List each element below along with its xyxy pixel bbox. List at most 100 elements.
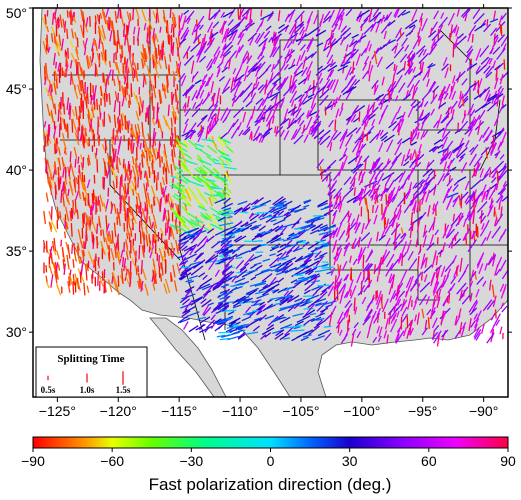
splitting-bar bbox=[208, 37, 215, 48]
splitting-bar bbox=[241, 8, 252, 18]
splitting-bar bbox=[442, 169, 450, 182]
splitting-bar bbox=[272, 204, 288, 211]
splitting-bar bbox=[486, 19, 489, 27]
splitting-bar bbox=[343, 303, 353, 316]
splitting-bar bbox=[225, 235, 236, 241]
splitting-bar bbox=[369, 180, 372, 189]
splitting-bar bbox=[68, 164, 72, 177]
splitting-bar bbox=[490, 27, 498, 37]
splitting-bar bbox=[421, 253, 426, 266]
splitting-bar bbox=[141, 122, 144, 138]
splitting-bar bbox=[57, 62, 61, 72]
splitting-bar bbox=[264, 332, 272, 338]
splitting-bar bbox=[252, 299, 260, 307]
splitting-bar bbox=[102, 229, 106, 243]
splitting-bar bbox=[397, 253, 404, 264]
splitting-bar bbox=[469, 146, 475, 153]
splitting-bar bbox=[398, 118, 405, 133]
splitting-bar bbox=[466, 209, 471, 217]
splitting-bar bbox=[163, 250, 166, 258]
splitting-bar bbox=[84, 127, 88, 137]
splitting-bar bbox=[68, 181, 74, 196]
splitting-bar bbox=[433, 324, 440, 332]
splitting-bar bbox=[285, 249, 293, 256]
splitting-bar bbox=[296, 331, 308, 339]
splitting-bar bbox=[277, 287, 288, 294]
splitting-bar bbox=[279, 118, 287, 127]
splitting-bar bbox=[396, 114, 405, 120]
splitting-bar bbox=[446, 192, 459, 199]
splitting-bar bbox=[60, 38, 64, 51]
splitting-bar bbox=[352, 191, 362, 203]
splitting-bar bbox=[408, 258, 418, 271]
splitting-bar bbox=[283, 84, 294, 97]
splitting-bar bbox=[412, 300, 418, 311]
splitting-bar bbox=[172, 111, 176, 123]
splitting-bar bbox=[449, 166, 457, 172]
splitting-bar bbox=[186, 96, 190, 108]
legend-title: Splitting Time bbox=[57, 353, 124, 365]
splitting-bar bbox=[297, 98, 303, 110]
splitting-bar bbox=[262, 258, 271, 262]
map-panel: −125° −120° −115° −110° −105° −100° −95° −90° 3… bbox=[6, 4, 512, 419]
splitting-bar bbox=[258, 83, 267, 94]
splitting-bar bbox=[498, 104, 505, 114]
splitting-bar bbox=[99, 12, 103, 20]
splitting-bar bbox=[416, 218, 421, 233]
splitting-bar bbox=[380, 206, 387, 221]
splitting-bar bbox=[496, 93, 504, 100]
splitting-bar bbox=[363, 185, 368, 194]
splitting-bar bbox=[170, 272, 172, 282]
splitting-bar bbox=[457, 270, 467, 283]
splitting-bar bbox=[407, 84, 415, 97]
splitting-bar bbox=[83, 46, 87, 56]
splitting-bar bbox=[92, 39, 96, 46]
splitting-bar bbox=[194, 261, 204, 268]
splitting-bar bbox=[228, 321, 237, 327]
colorbar-ticks: −90 −60 −30 0 30 60 90 bbox=[21, 448, 516, 469]
splitting-bar bbox=[166, 218, 170, 233]
splitting-bar bbox=[346, 127, 358, 138]
splitting-bar bbox=[248, 289, 258, 296]
splitting-bar bbox=[270, 268, 279, 272]
splitting-bar bbox=[213, 302, 224, 311]
splitting-bar bbox=[200, 212, 213, 222]
splitting-bar bbox=[275, 269, 289, 276]
splitting-bar bbox=[135, 267, 138, 276]
splitting-bar bbox=[175, 137, 186, 147]
splitting-bar bbox=[441, 329, 449, 338]
splitting-bar bbox=[213, 162, 228, 166]
splitting-bar bbox=[318, 19, 323, 26]
splitting-bar bbox=[314, 302, 325, 307]
splitting-bar bbox=[206, 235, 215, 243]
splitting-bar bbox=[152, 127, 156, 140]
splitting-bar bbox=[451, 75, 456, 84]
splitting-bar bbox=[311, 129, 317, 138]
splitting-bar bbox=[146, 32, 149, 43]
splitting-bar bbox=[177, 156, 188, 168]
splitting-bar bbox=[189, 232, 199, 237]
splitting-bar bbox=[340, 30, 347, 38]
splitting-bar bbox=[406, 148, 411, 158]
splitting-bar bbox=[74, 132, 80, 146]
splitting-bar bbox=[464, 214, 471, 221]
splitting-bar bbox=[239, 16, 246, 24]
splitting-bar bbox=[159, 26, 162, 33]
splitting-bar bbox=[362, 262, 370, 272]
splitting-bar bbox=[239, 29, 244, 38]
splitting-bar bbox=[355, 143, 361, 156]
splitting-bar bbox=[437, 288, 442, 299]
splitting-bar bbox=[67, 47, 69, 59]
splitting-bar bbox=[407, 55, 415, 63]
splitting-bar bbox=[200, 127, 205, 134]
splitting-bar bbox=[422, 230, 428, 238]
splitting-bar bbox=[99, 194, 104, 207]
splitting-bar bbox=[482, 191, 487, 200]
splitting-bar bbox=[262, 283, 269, 289]
splitting-bar bbox=[368, 43, 373, 52]
splitting-bar bbox=[433, 250, 437, 260]
splitting-bar bbox=[148, 31, 152, 44]
splitting-bar bbox=[303, 199, 312, 204]
splitting-bar bbox=[465, 140, 470, 148]
splitting-bar bbox=[226, 29, 238, 38]
